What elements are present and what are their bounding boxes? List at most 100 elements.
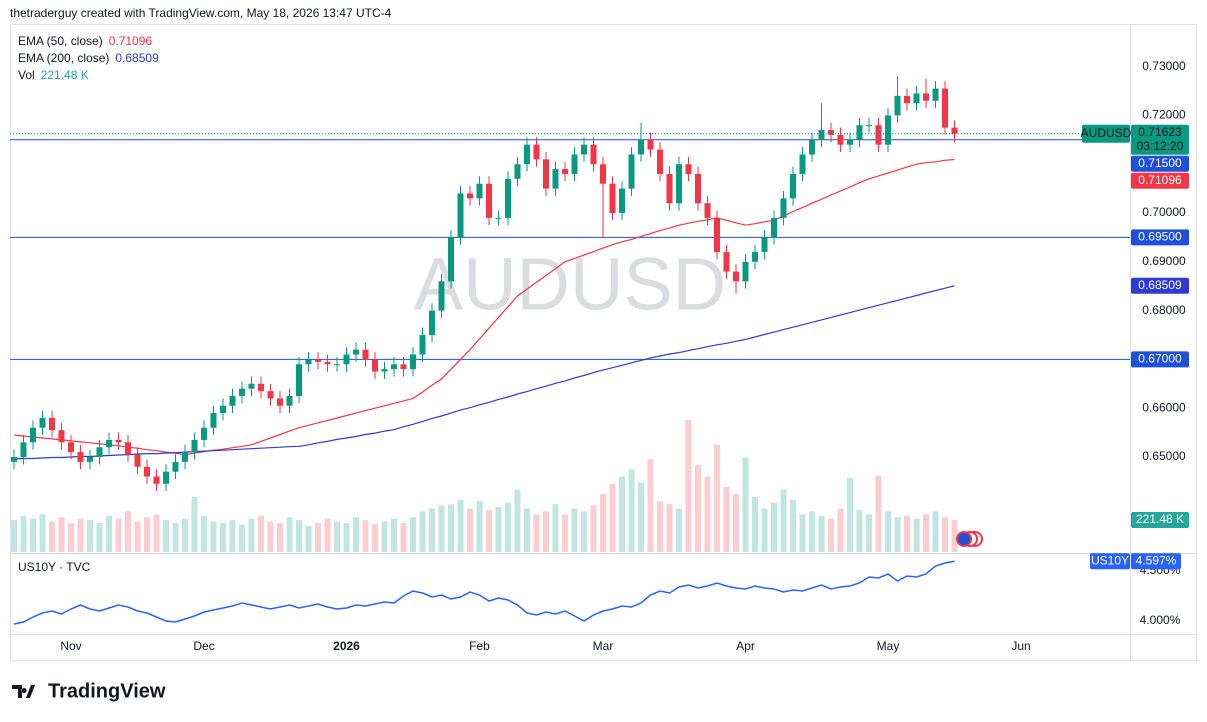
symbol-label-bg [1082, 124, 1130, 143]
sub-symbol-label: US10Y [1091, 553, 1129, 567]
candle-body [600, 164, 606, 184]
candle-body [647, 139, 654, 150]
volume-bar [286, 517, 293, 552]
legend-value: 0.71096 [109, 34, 153, 48]
volume-bar [571, 508, 578, 552]
volume-bar [533, 514, 540, 552]
candle-body [201, 427, 207, 440]
candle-body [467, 193, 473, 199]
logo-mark [12, 685, 35, 698]
candle-body [837, 134, 844, 145]
volume-bar [20, 515, 27, 552]
candle-body [315, 359, 321, 362]
hline-label: 0.69500 [1138, 230, 1182, 244]
legend: EMA (50, close) 0.71096 EMA (200, close) 0… [18, 34, 159, 82]
hline-label-bg [1131, 351, 1189, 368]
volume-bar [913, 518, 920, 552]
candle-body [780, 198, 787, 218]
legend-value: 0.68509 [115, 51, 159, 65]
candle-body [229, 395, 236, 406]
volume-bar [410, 517, 416, 552]
volume-label-bg [1131, 512, 1189, 528]
volume-bar [904, 515, 910, 552]
volume-bar [220, 522, 226, 552]
volume-bar [353, 517, 359, 552]
legend-ema200: EMA (200, close) 0.68509 [18, 51, 159, 65]
volume-bar [590, 505, 597, 552]
x-tick-label: Mar [593, 639, 614, 653]
last-price-bg [1131, 124, 1189, 155]
volume-bar [837, 508, 844, 552]
candle-body [524, 144, 530, 165]
us10y-line [13, 560, 955, 625]
ema-label-bg [1131, 172, 1189, 189]
y-tick-label: 0.73000 [1142, 59, 1186, 73]
volume-bar [362, 520, 369, 552]
ema-label: 0.68509 [1138, 278, 1182, 292]
candle-body [875, 125, 882, 145]
candle-body [866, 125, 872, 127]
legend-ema50: EMA (50, close) 0.71096 [18, 34, 152, 48]
event-icons [956, 531, 983, 547]
candle-body [628, 154, 635, 189]
last-price-label: 0.71623 [1138, 125, 1182, 139]
candle-body [343, 354, 350, 365]
y-tick-label: 0.69000 [1142, 254, 1186, 268]
candle-body [381, 369, 388, 372]
volume-bar [334, 521, 340, 552]
volume-bar [163, 520, 169, 552]
candle-body [419, 334, 426, 355]
candle-body [923, 93, 929, 101]
volume-bar [951, 519, 958, 552]
x-tick-label: Apr [736, 639, 755, 653]
candle-body [353, 349, 359, 355]
volume-bar [296, 520, 302, 552]
volume-bar [438, 505, 445, 552]
candle-body [856, 125, 863, 140]
candle-body [153, 476, 160, 484]
volume-bar [932, 511, 939, 552]
volume-bar [182, 518, 188, 552]
x-tick-label: May [877, 639, 900, 653]
volume-bar [400, 522, 407, 552]
volume-bar [628, 469, 635, 552]
logo-text: TradingView [48, 680, 166, 702]
volume-bar [761, 508, 768, 552]
candle-body [324, 361, 331, 365]
volume-bar [49, 521, 55, 552]
candle-body [30, 427, 36, 443]
candle-body [885, 115, 891, 145]
volume-bar [752, 496, 758, 552]
volume-bar [704, 476, 711, 552]
candle-body [742, 261, 749, 282]
volume-bar [305, 525, 312, 552]
volume-bar [657, 501, 663, 552]
candle-body [296, 364, 302, 396]
candle-body [543, 159, 549, 189]
volume-bar [818, 515, 825, 552]
volume-bar [856, 509, 863, 552]
candle-body [913, 93, 920, 104]
candle-body [590, 144, 597, 165]
volume-bar [875, 475, 882, 552]
volume-bar [134, 521, 141, 552]
candle-body [20, 442, 27, 457]
candle-body [39, 417, 46, 428]
volume-bar [514, 489, 521, 552]
legend-name: EMA (200, close) [18, 51, 109, 65]
y-tick-label: 0.65000 [1142, 449, 1186, 463]
candle-body [695, 173, 701, 204]
candle-body [619, 188, 625, 214]
candle-body [391, 364, 397, 370]
volume-bar [695, 464, 701, 552]
volume-bar [77, 518, 84, 552]
event-icon[interactable] [956, 531, 972, 547]
candle-body [847, 139, 853, 145]
volume-bar [106, 515, 112, 552]
volume-bar [239, 524, 245, 552]
volume-bar [552, 504, 559, 552]
candle-body [125, 442, 131, 455]
candle-body [942, 88, 948, 128]
volume-bar [391, 518, 397, 552]
volume-bar [505, 502, 511, 552]
